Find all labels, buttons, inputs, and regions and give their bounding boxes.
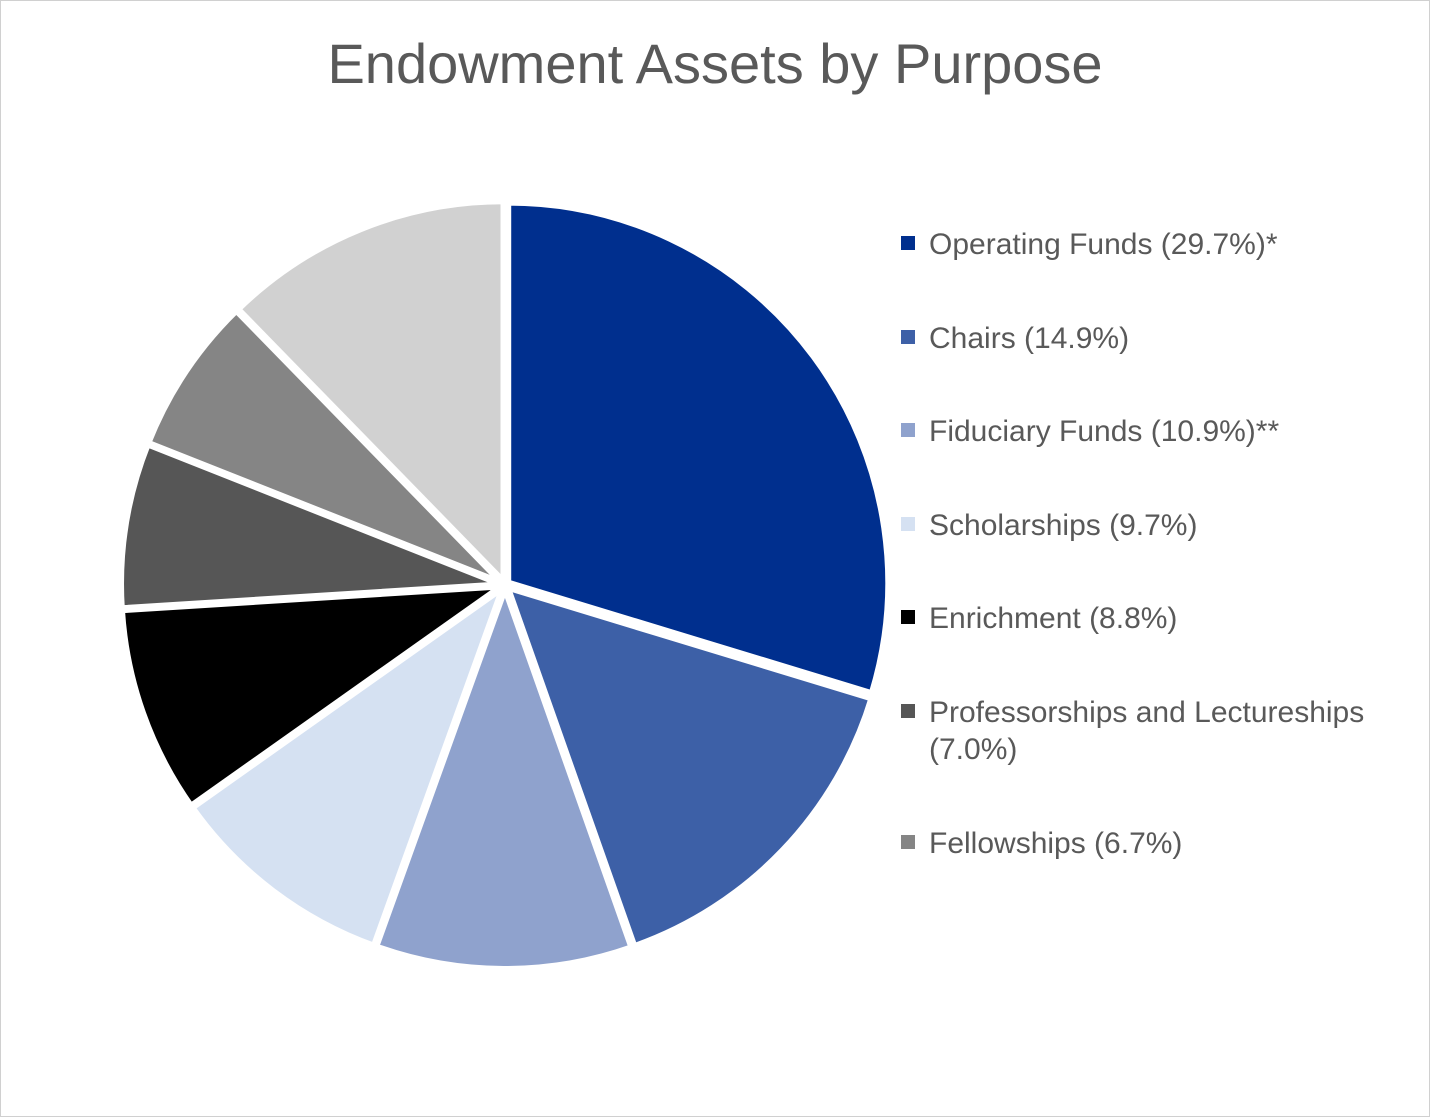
chart-title: Endowment Assets by Purpose <box>1 31 1429 96</box>
legend-label: Fiduciary Funds (10.9%)** <box>929 413 1381 451</box>
legend-item-4: Enrichment (8.8%) <box>901 600 1381 638</box>
legend-swatch-icon <box>901 517 915 531</box>
pie-svg <box>111 191 899 979</box>
legend-label: Chairs (14.9%) <box>929 320 1381 358</box>
legend-swatch-icon <box>901 423 915 437</box>
legend-swatch-icon <box>901 610 915 624</box>
legend-item-2: Fiduciary Funds (10.9%)** <box>901 413 1381 451</box>
chart-container: Endowment Assets by Purpose Operating Fu… <box>0 0 1430 1117</box>
legend-item-6: Fellowships (6.7%) <box>901 825 1381 863</box>
legend-swatch-icon <box>901 704 915 718</box>
legend-swatch-icon <box>901 835 915 849</box>
legend-label: Scholarships (9.7%) <box>929 507 1381 545</box>
pie-chart <box>111 191 899 984</box>
legend-item-3: Scholarships (9.7%) <box>901 507 1381 545</box>
legend-swatch-icon <box>901 236 915 250</box>
legend-label: Fellowships (6.7%) <box>929 825 1381 863</box>
legend-label: Professorships and Lectureships (7.0%) <box>929 694 1381 769</box>
legend-item-5: Professorships and Lectureships (7.0%) <box>901 694 1381 769</box>
legend-label: Operating Funds (29.7%)* <box>929 226 1381 264</box>
legend-swatch-icon <box>901 330 915 344</box>
legend-label: Enrichment (8.8%) <box>929 600 1381 638</box>
legend-item-0: Operating Funds (29.7%)* <box>901 226 1381 264</box>
legend: Operating Funds (29.7%)* Chairs (14.9%) Fi… <box>901 226 1381 918</box>
legend-item-1: Chairs (14.9%) <box>901 320 1381 358</box>
